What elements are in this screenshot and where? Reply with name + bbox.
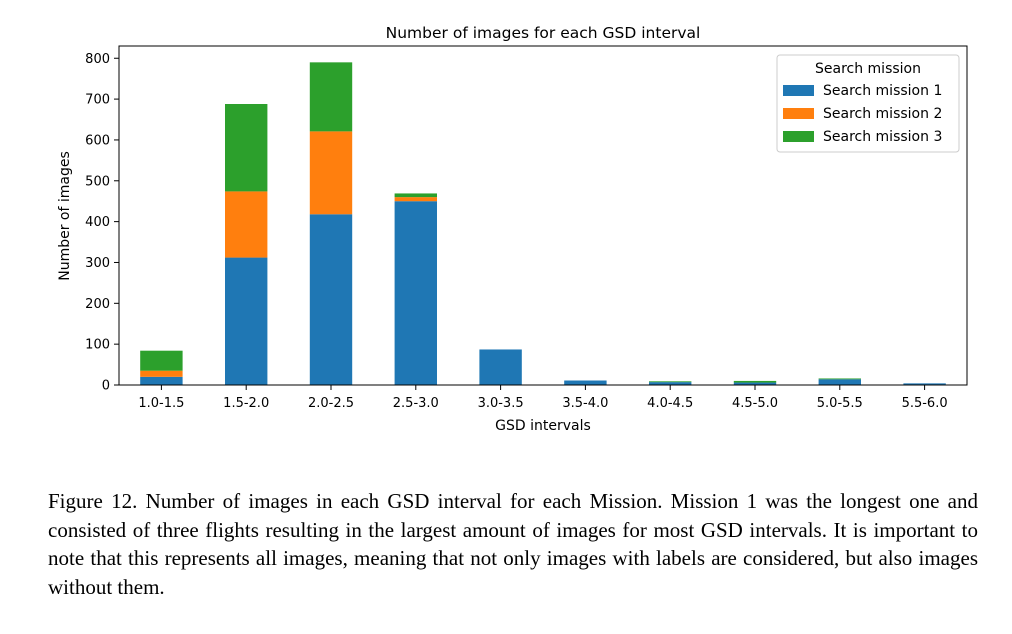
bar-segment-series-2-2.5-3.0	[394, 197, 437, 202]
bar-segment-series-1-3.5-4.0	[564, 380, 607, 385]
y-tick-label: 0	[102, 379, 110, 394]
bar-segment-series-2-1.5-2.0	[225, 191, 268, 258]
bar-segment-series-1-1.5-2.0	[225, 257, 268, 385]
y-tick-label: 400	[85, 215, 110, 230]
y-tick-label: 300	[85, 256, 110, 271]
bar-segment-series-3-1.5-2.0	[225, 104, 268, 192]
bar-segment-series-1-5.5-6.0	[903, 383, 946, 385]
bar-segment-series-3-2.0-2.5	[309, 62, 353, 132]
bar-segment-series-3-1.0-1.5	[140, 350, 183, 371]
legend-title: Search mission	[815, 61, 921, 77]
bar-segment-series-3-5.0-5.5	[818, 378, 861, 380]
legend-swatch-series-3	[783, 131, 814, 142]
y-tick-label: 500	[85, 174, 110, 189]
bar-segment-series-1-1.0-1.5	[140, 376, 183, 385]
bar-segment-series-1-3.0-3.5	[479, 349, 522, 385]
legend-label-series-1: Search mission 1	[823, 83, 942, 99]
x-axis-label: GSD intervals	[495, 418, 591, 434]
x-tick-label: 4.5-5.0	[732, 396, 778, 411]
chart-title: Number of images for each GSD interval	[386, 24, 701, 42]
bar-segment-series-3-4.5-5.0	[733, 380, 777, 383]
figure-caption: Figure 12. Number of images in each GSD …	[48, 489, 978, 599]
legend-label-series-2: Search mission 2	[823, 106, 942, 122]
bars-layer	[140, 62, 946, 385]
y-tick-label: 800	[85, 52, 110, 67]
legend: Search mission Search mission 1 Search mis…	[776, 54, 960, 153]
legend-swatch-series-1	[783, 85, 814, 96]
x-tick-label: 4.0-4.5	[647, 396, 693, 411]
y-axis-label: Number of images	[57, 151, 73, 281]
x-tick-label: 5.5-6.0	[902, 396, 948, 411]
y-tick-label: 200	[85, 297, 110, 312]
bar-segment-series-1-5.0-5.5	[818, 379, 861, 385]
x-tick-label: 1.5-2.0	[223, 396, 269, 411]
bar-segment-series-2-2.0-2.5	[309, 131, 353, 215]
bar-segment-series-3-4.0-4.5	[649, 381, 692, 383]
x-tick-label: 2.5-3.0	[393, 396, 439, 411]
legend-label-series-3: Search mission 3	[823, 129, 942, 145]
x-tick-label: 2.0-2.5	[308, 396, 354, 411]
y-tick-label: 700	[85, 93, 110, 108]
legend-swatch-series-2	[783, 108, 814, 119]
bar-segment-series-2-1.0-1.5	[140, 370, 183, 377]
bar-segment-series-1-4.0-4.5	[649, 382, 692, 385]
y-tick-label: 600	[85, 133, 110, 148]
bar-segment-series-1-2.5-3.0	[394, 201, 437, 385]
chart: Number of images for each GSD interval 0…	[57, 24, 968, 434]
bar-segment-series-1-2.0-2.5	[309, 214, 353, 385]
legend-box	[776, 54, 960, 153]
bar-segment-series-3-2.5-3.0	[394, 193, 437, 198]
axes-layer: 0 100 200 300 400 500 600 700 800 1.0-1.5 1.5-2.0 2…	[85, 45, 968, 411]
x-tick-label: 3.0-3.5	[478, 396, 524, 411]
x-tick-label: 1.0-1.5	[138, 396, 184, 411]
plot-frame	[118, 45, 968, 386]
bar-segment-series-1-4.5-5.0	[733, 382, 777, 385]
x-tick-label: 3.5-4.0	[562, 396, 608, 411]
y-tick-label: 100	[85, 338, 110, 353]
x-tick-label: 5.0-5.5	[817, 396, 863, 411]
